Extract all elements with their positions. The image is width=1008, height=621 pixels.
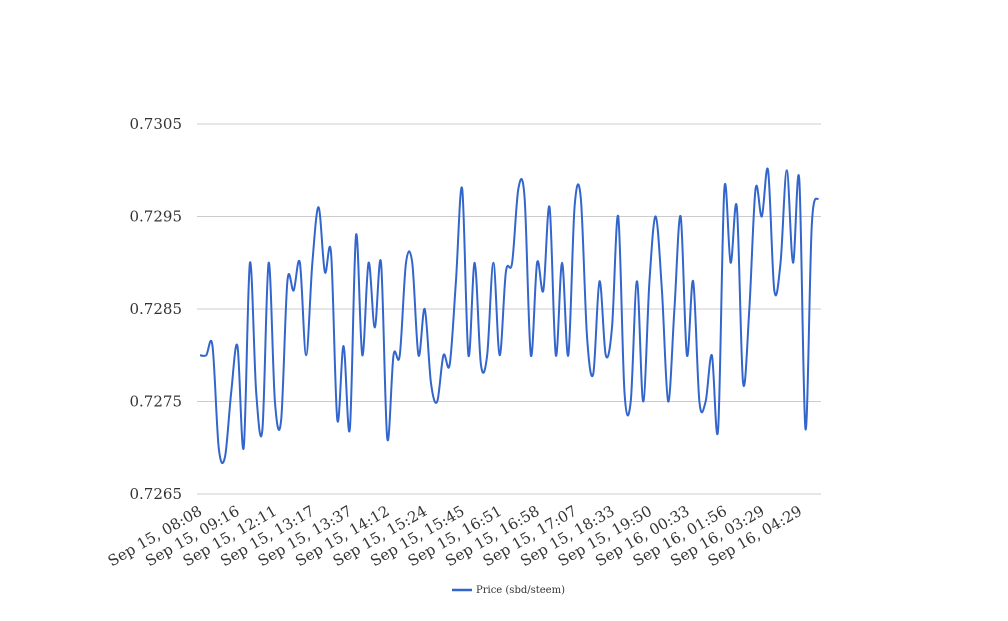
y-tick-label: 0.7295 bbox=[130, 208, 183, 226]
legend-label: Price (sbd/steem) bbox=[476, 585, 565, 596]
legend: Price (sbd/steem) bbox=[452, 585, 565, 596]
y-axis-ticks: 0.7265 0.7275 0.7285 0.7295 0.7305 bbox=[130, 115, 183, 503]
gridlines bbox=[197, 123, 821, 495]
y-tick-label: 0.7265 bbox=[130, 485, 183, 503]
y-tick-label: 0.7275 bbox=[130, 393, 183, 411]
series-line-price bbox=[199, 167, 819, 465]
y-tick-label: 0.7285 bbox=[130, 300, 183, 318]
series-layer bbox=[199, 167, 819, 465]
y-tick-label: 0.7305 bbox=[130, 115, 183, 133]
